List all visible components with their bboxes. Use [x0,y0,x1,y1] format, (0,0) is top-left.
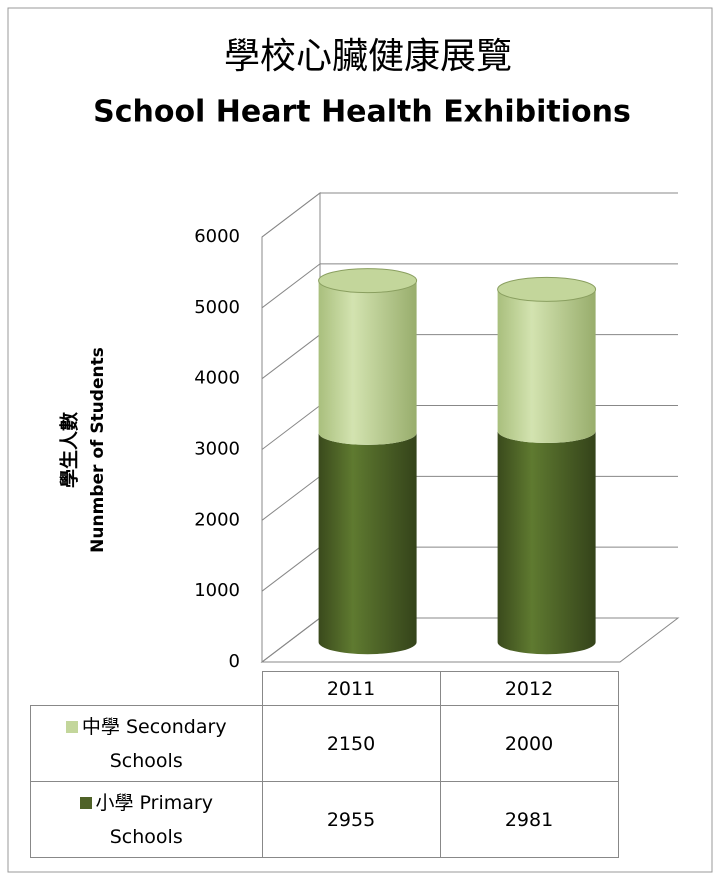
table-row: 小學 Primary Schools 2955 2981 [30,781,619,858]
x-tick-label: 2012 [439,671,619,706]
y-axis-label: 學生人數 [58,412,81,488]
table-header-row: 2011 2012 [30,671,619,706]
legend-label: 小學 Primary Schools [95,791,213,848]
cylinder-top [497,276,597,302]
data-table: 2011 2012 中學 Secondary Schools 2150 2000 小學 P… [30,671,619,858]
frame [7,7,713,873]
y-tick-label: 0 [229,651,240,672]
chart-title: 學校心臟健康展覽 [224,36,512,77]
legend-label: 中學 Secondary Schools [81,715,227,772]
y-tick-label: 2000 [194,509,240,530]
y-tick-label: 1000 [194,580,240,601]
legend-swatch [65,720,78,733]
y-tick-label: 6000 [194,226,240,247]
legend-cell: 中學 Secondary Schools [30,705,263,782]
y-axis-label: Nunmber of Students [88,347,108,553]
table-corner [30,671,263,706]
grid-line [261,263,678,309]
legend-swatch [79,796,92,809]
x-tick-label: 2011 [261,671,441,706]
y-tick-label: 5000 [194,297,240,318]
data-value: 2981 [439,781,619,858]
y-tick-label: 4000 [194,368,240,389]
cylinder-segment [497,431,596,655]
cylinder-segment [318,280,417,445]
y-tick-label: 3000 [194,439,240,460]
cylinder-top [318,268,418,294]
cylinder-segment [497,289,596,444]
chart-subtitle: School Heart Health Exhibitions [93,95,631,130]
cylinder-segment [318,432,417,655]
data-value: 2000 [439,705,619,782]
data-value: 2150 [261,705,441,782]
legend-cell: 小學 Primary Schools [30,781,263,858]
table-row: 中學 Secondary Schools 2150 2000 [30,705,619,782]
grid-line [261,192,678,238]
data-value: 2955 [261,781,441,858]
